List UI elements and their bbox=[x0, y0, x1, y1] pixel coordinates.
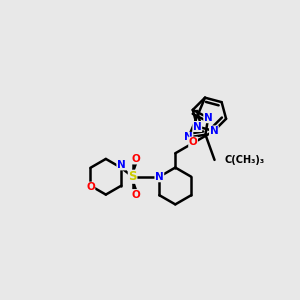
Text: N: N bbox=[117, 160, 126, 170]
Text: O: O bbox=[131, 154, 140, 164]
Text: O: O bbox=[131, 190, 140, 200]
Text: N: N bbox=[155, 172, 164, 182]
Text: N: N bbox=[204, 113, 212, 123]
Text: C(CH₃)₃: C(CH₃)₃ bbox=[225, 155, 265, 165]
Text: O: O bbox=[189, 137, 197, 147]
Text: N: N bbox=[184, 132, 193, 142]
Text: N: N bbox=[193, 122, 202, 131]
Text: N: N bbox=[209, 126, 218, 136]
Text: S: S bbox=[128, 170, 137, 183]
Text: O: O bbox=[86, 182, 95, 192]
